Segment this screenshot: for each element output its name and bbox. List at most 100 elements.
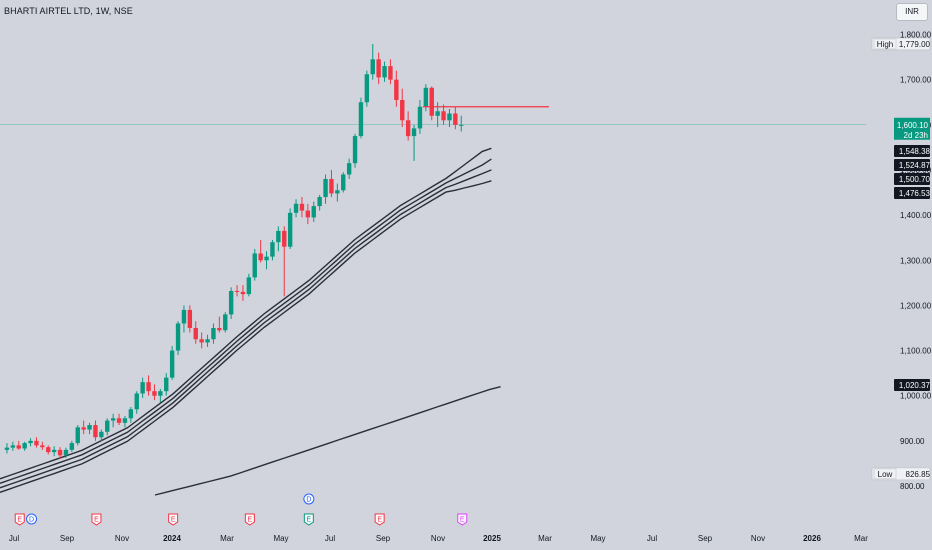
candle [81, 420, 86, 435]
candle [358, 97, 364, 139]
candle [110, 413, 116, 428]
ma-value-label-bg [894, 159, 930, 171]
candle [305, 203, 311, 225]
candle [346, 158, 352, 179]
earnings-icon[interactable]: E [91, 513, 102, 526]
candle [205, 334, 210, 347]
candle [175, 321, 181, 356]
currency-button[interactable]: INR [896, 3, 928, 21]
x-tick-label: May [273, 534, 288, 543]
candle-body [193, 327, 198, 340]
candle [417, 99, 423, 134]
earnings-icon[interactable]: E [374, 513, 385, 526]
candle-body [459, 124, 464, 126]
ma-value-label-value: 1,524.87 [899, 161, 931, 170]
dividend-icon[interactable]: D [303, 493, 315, 505]
candle-body [40, 445, 45, 448]
event-letter: E [307, 517, 312, 524]
candle-body [187, 309, 193, 328]
event-letter: E [460, 517, 465, 524]
candle [258, 239, 263, 263]
earnings-icon[interactable]: E [457, 513, 468, 526]
x-tick-label: Nov [115, 534, 129, 543]
earnings-icon[interactable]: E [14, 513, 25, 526]
candle-body [323, 178, 328, 198]
candle [341, 172, 346, 193]
candle [57, 447, 63, 459]
candle-body [110, 418, 116, 421]
x-tick-label: Sep [698, 534, 713, 543]
candle-body [417, 106, 423, 129]
candle [276, 226, 281, 252]
candle [394, 70, 399, 107]
candle [240, 285, 246, 301]
low-label-value: 826.85 [906, 470, 931, 479]
candle-body [429, 87, 434, 116]
dividend-icon[interactable]: D [26, 513, 38, 525]
candle-body [346, 163, 352, 175]
candle-body [4, 447, 10, 450]
candle [164, 373, 169, 396]
candle [411, 124, 417, 161]
candle [228, 287, 234, 319]
candle [105, 418, 110, 436]
candle [382, 61, 387, 82]
candle-body [217, 327, 222, 331]
candle-body [152, 391, 157, 396]
earnings-badge [457, 513, 468, 526]
candle [199, 332, 204, 349]
candle-body [246, 277, 252, 295]
high-label-tag: High [877, 40, 893, 49]
x-tick-label: Jul [325, 534, 335, 543]
candle-body [394, 79, 399, 100]
countdown-value: 2d 23h [904, 131, 928, 140]
candle-body [105, 420, 110, 432]
event-letter: E [171, 517, 176, 524]
candle [158, 388, 163, 403]
candle [234, 285, 240, 297]
candle [435, 102, 440, 128]
last-price-value: 1,600.10 [897, 121, 929, 130]
earnings-badge [303, 513, 314, 526]
last-price-bg [894, 117, 930, 140]
x-tick-label: Mar [220, 534, 234, 543]
candle [46, 445, 51, 455]
candle [122, 416, 128, 428]
event-letter: E [94, 517, 99, 524]
candle-body [69, 443, 75, 450]
moving-average-ma2 [0, 158, 492, 484]
candle-body [169, 350, 175, 378]
moving-average-ma200 [154, 386, 501, 496]
candle-body [99, 431, 104, 438]
candle [99, 429, 104, 441]
ma-value-label-bg [894, 173, 930, 185]
candle-body [423, 87, 429, 107]
candle-body [181, 309, 187, 324]
ma-value-label-bg [894, 379, 930, 391]
candle-body [10, 445, 16, 448]
candle-body [264, 256, 269, 261]
moving-average-ma4 [0, 180, 492, 493]
high-label: High 1,779.00 [871, 37, 931, 51]
candle [364, 70, 370, 107]
candle [169, 346, 175, 380]
candle [388, 59, 393, 85]
candle-body [63, 449, 69, 456]
candle-body [329, 178, 334, 194]
candle-body [223, 314, 228, 331]
candle [405, 111, 411, 141]
earnings-icon[interactable]: E [168, 513, 179, 526]
low-label-tag-bg [873, 468, 897, 480]
ma-value-label: 1,476.53 [894, 187, 931, 199]
candle [293, 199, 299, 218]
candle [40, 441, 45, 450]
y-tick-label: 1,200.00 [900, 301, 932, 310]
candle-body [370, 59, 375, 75]
y-tick-label: 900.00 [900, 437, 925, 446]
candle [63, 447, 69, 459]
candle-body [134, 393, 139, 410]
earnings-icon[interactable]: E [244, 513, 255, 526]
earnings-icon[interactable]: E [303, 513, 314, 526]
candle [128, 406, 134, 423]
